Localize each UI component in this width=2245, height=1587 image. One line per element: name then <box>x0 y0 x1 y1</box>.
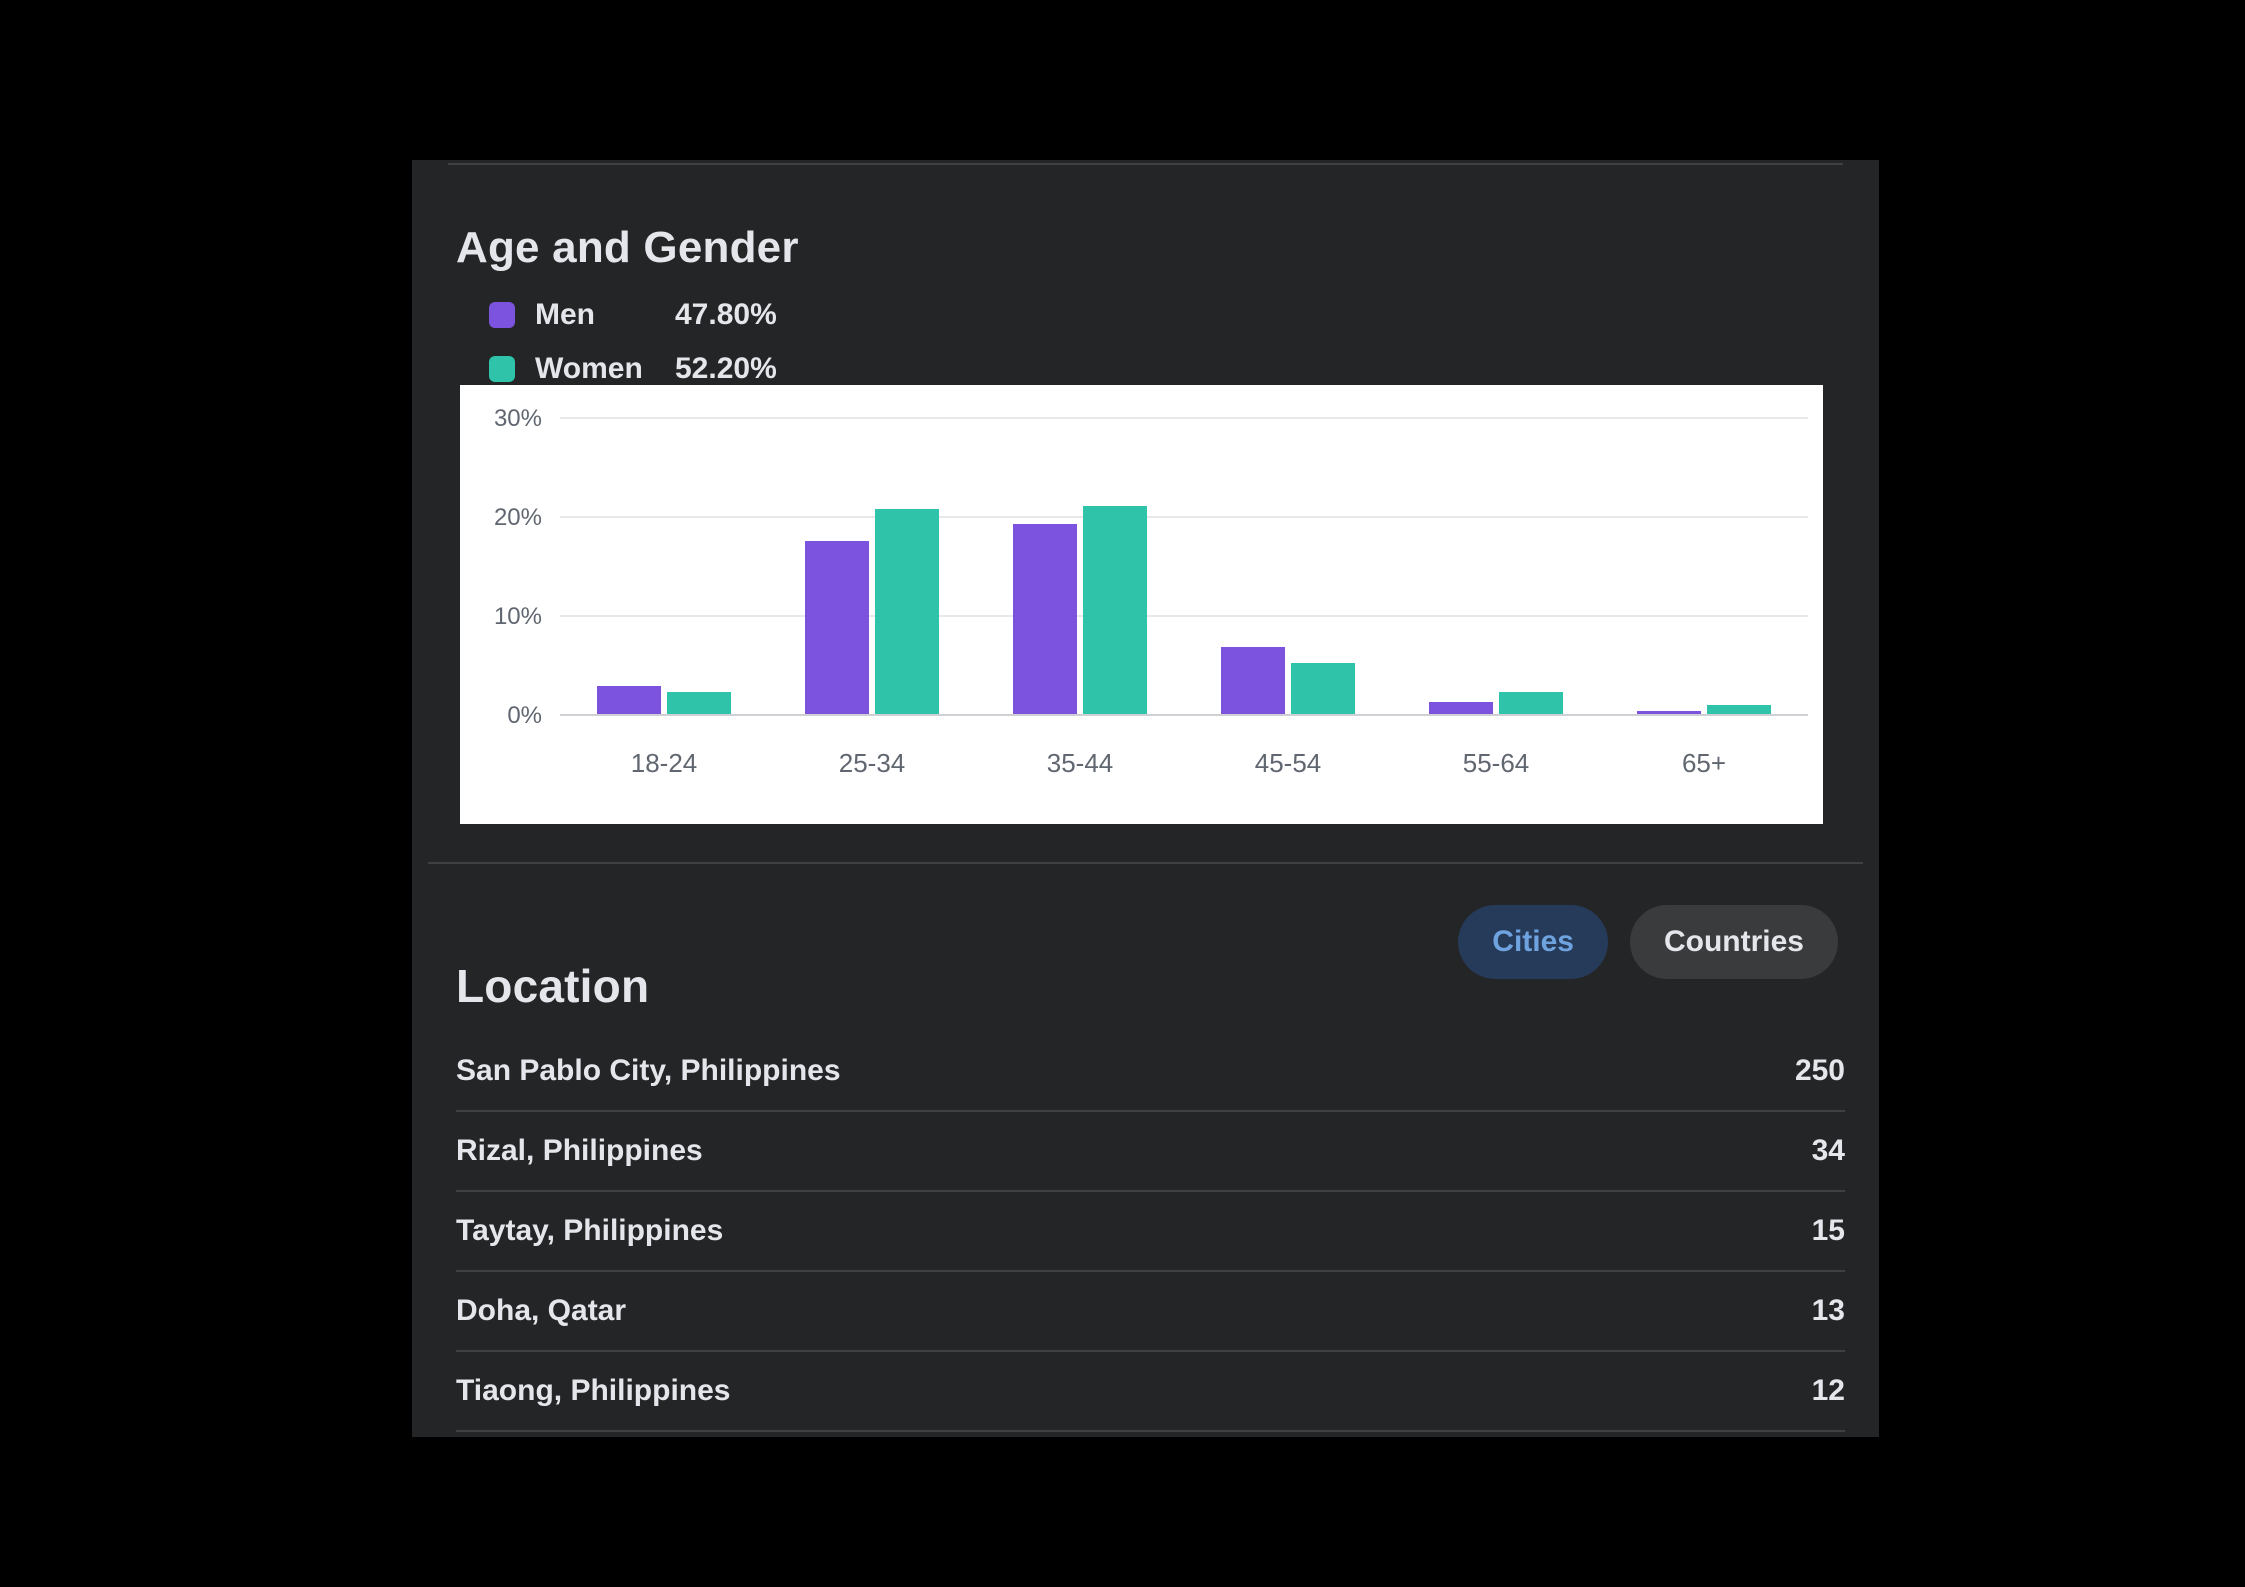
bar-men-35-44 <box>1013 523 1077 714</box>
location-list: San Pablo City, Philippines 250 Rizal, P… <box>456 1032 1845 1432</box>
men-legend-label: Men <box>535 298 595 331</box>
table-row: Doha, Qatar 13 <box>456 1272 1845 1352</box>
bar-group-55-64 <box>1392 417 1600 714</box>
x-axis-label-35-44: 35-44 <box>1046 748 1114 778</box>
x-axis-label-45-54: 45-54 <box>1254 748 1322 778</box>
bar-group-35-44 <box>976 417 1184 714</box>
women-color-swatch <box>489 356 515 382</box>
age-gender-title: Age and Gender <box>456 223 799 273</box>
bar-women-55-64 <box>1499 692 1563 714</box>
age-gender-chart: 30% 20% 10% 0% 18-24 25-34 35-44 45-54 55-64… <box>460 385 1823 824</box>
y-axis-tick-10: 10% <box>493 603 542 630</box>
bar-men-18-24 <box>597 686 661 714</box>
bar-group-25-34 <box>768 417 976 714</box>
location-name: Tiaong, Philippines <box>456 1374 731 1407</box>
y-axis-tick-20: 20% <box>493 504 542 531</box>
table-row: Taytay, Philippines 15 <box>456 1192 1845 1272</box>
legend-row-women: Women 52.20% <box>489 342 777 396</box>
location-count: 15 <box>1811 1214 1845 1247</box>
tab-cities[interactable]: Cities <box>1458 905 1608 979</box>
x-axis-label-55-64: 55-64 <box>1462 748 1530 778</box>
gender-legend: Men 47.80% Women 52.20% <box>489 288 777 396</box>
location-name: Taytay, Philippines <box>456 1214 724 1247</box>
location-count: 34 <box>1811 1134 1845 1167</box>
men-color-swatch <box>489 302 515 328</box>
bar-men-65+ <box>1637 711 1701 714</box>
bar-women-25-34 <box>875 509 939 714</box>
plot-area <box>560 417 1808 714</box>
location-title: Location <box>456 959 650 1012</box>
men-percentage: 47.80% <box>675 298 777 331</box>
location-count: 13 <box>1811 1294 1845 1327</box>
bar-men-55-64 <box>1429 702 1493 714</box>
location-count: 250 <box>1794 1054 1845 1087</box>
table-row: Rizal, Philippines 34 <box>456 1112 1845 1192</box>
section-divider <box>428 862 1863 864</box>
gridline-0-baseline <box>560 714 1808 716</box>
bar-women-65+ <box>1707 705 1771 714</box>
bar-men-45-54 <box>1221 646 1285 714</box>
bar-women-35-44 <box>1083 506 1147 714</box>
bar-men-25-34 <box>805 540 869 714</box>
table-row: Tiaong, Philippines 12 <box>456 1352 1845 1432</box>
bar-women-18-24 <box>667 692 731 714</box>
gridline-20 <box>560 515 1808 518</box>
y-axis-tick-0: 0% <box>507 702 542 729</box>
bar-group-45-54 <box>1184 417 1392 714</box>
location-count: 12 <box>1811 1374 1845 1407</box>
legend-row-men: Men 47.80% <box>489 288 777 342</box>
x-axis-labels: 18-24 25-34 35-44 45-54 55-64 65+ <box>560 748 1808 779</box>
location-tabs: Cities Countries <box>1458 905 1838 979</box>
y-axis-tick-30: 30% <box>493 405 542 432</box>
bar-group-18-24 <box>560 417 768 714</box>
x-axis-label-18-24: 18-24 <box>630 748 698 778</box>
x-axis-label-65+: 65+ <box>1681 748 1727 778</box>
top-divider <box>448 163 1843 165</box>
tab-countries[interactable]: Countries <box>1629 905 1838 979</box>
location-name: Rizal, Philippines <box>456 1134 703 1167</box>
bar-women-45-54 <box>1291 662 1355 714</box>
x-axis-label-25-34: 25-34 <box>838 748 906 778</box>
women-percentage: 52.20% <box>675 352 777 385</box>
location-name: San Pablo City, Philippines <box>456 1054 841 1087</box>
gridline-30 <box>560 417 1808 419</box>
insights-panel: Age and Gender Men 47.80% Women 52.20% 3… <box>412 160 1879 1437</box>
table-row: San Pablo City, Philippines 250 <box>456 1032 1845 1112</box>
women-legend-label: Women <box>535 352 643 385</box>
location-name: Doha, Qatar <box>456 1294 627 1327</box>
chart-gridlines <box>560 417 1808 716</box>
bar-group-65+ <box>1600 417 1808 714</box>
gridline-10 <box>560 615 1808 617</box>
